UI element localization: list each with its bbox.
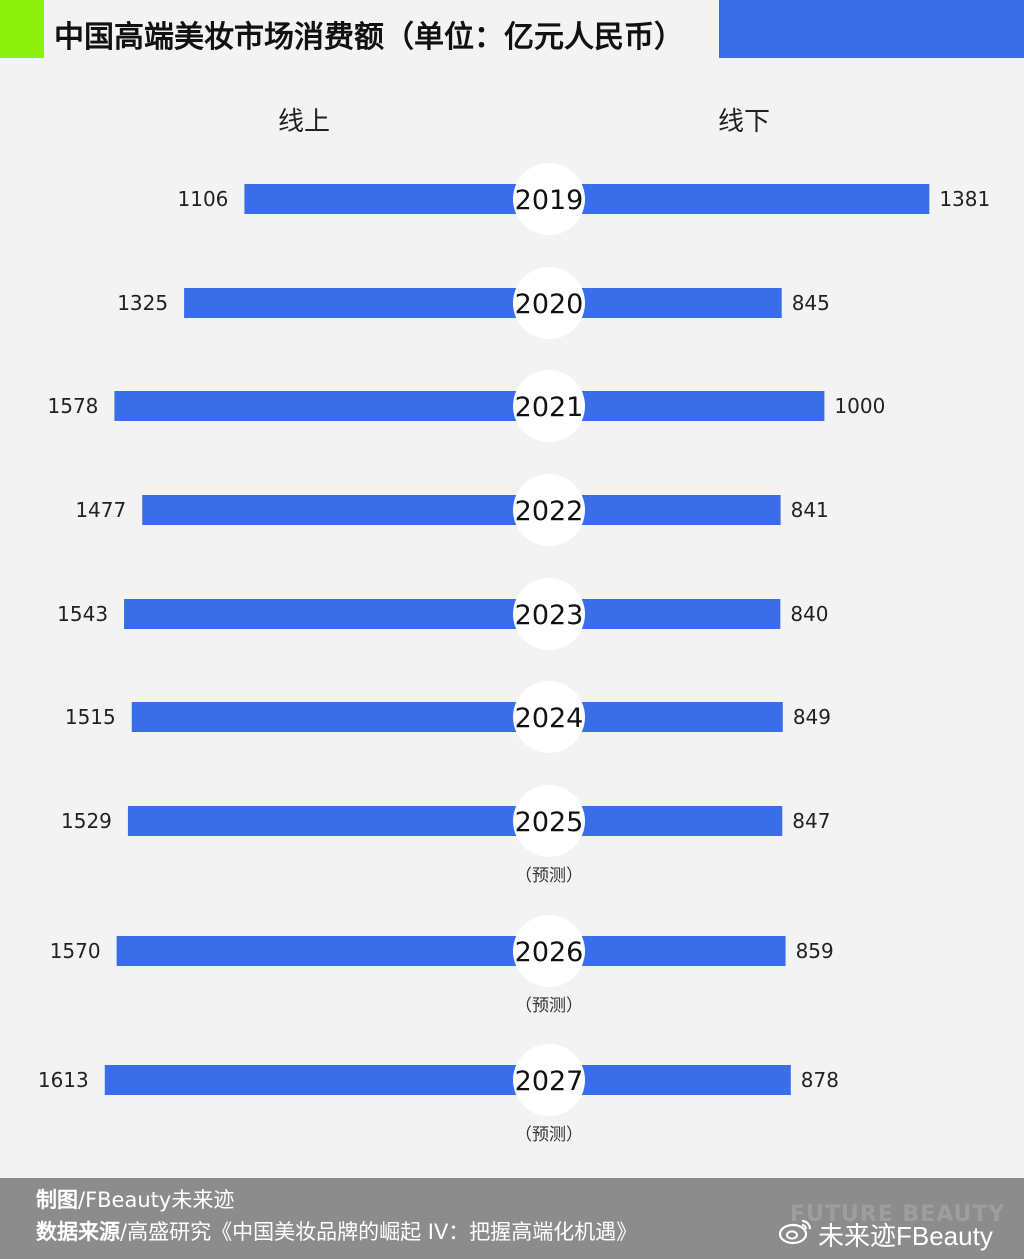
- credit-line: 制图/FBeauty未来迹: [36, 1186, 234, 1214]
- bar-online-2023: [124, 599, 549, 629]
- bar-offline-2023: [549, 599, 781, 629]
- bar-online-2024: [131, 702, 550, 732]
- year-label: 2023: [515, 600, 584, 631]
- year-circle: [513, 1044, 585, 1116]
- forecast-note: （预测）: [515, 996, 583, 1016]
- bar-offline-2022: [549, 495, 781, 525]
- watermark-text: FUTURE BEAUTY: [790, 1202, 1006, 1227]
- value-label-offline: 1000: [834, 394, 885, 418]
- year-label: 2026: [515, 937, 584, 968]
- bar-offline-2021: [549, 391, 825, 421]
- credit-value: /FBeauty未来迹: [78, 1188, 235, 1212]
- year-label: 2019: [515, 185, 584, 216]
- value-label-online: 1106: [178, 187, 229, 211]
- year-label: 2020: [515, 289, 584, 320]
- bar-online-2026: [116, 936, 549, 966]
- left-series-label: 线上: [278, 107, 331, 137]
- year-circle: [513, 915, 585, 987]
- year-label: 2022: [515, 496, 584, 527]
- bar-offline-2027: [549, 1065, 791, 1095]
- bar-online-2020: [184, 288, 549, 318]
- year-circle: [513, 785, 585, 857]
- right-series-label: 线下: [718, 107, 771, 137]
- weibo-watermark: 未来迹FBeauty: [778, 1216, 993, 1253]
- bar-offline-2024: [549, 702, 783, 732]
- title-bar-block: [719, 0, 1024, 58]
- forecast-note: （预测）: [515, 1125, 583, 1145]
- year-circle: [513, 578, 585, 650]
- bar-online-2019: [244, 184, 549, 214]
- footer: 制图/FBeauty未来迹 数据来源/高盛研究《中国美妆品牌的崛起 IV：把握高…: [0, 1178, 1024, 1259]
- bar-online-2022: [142, 495, 550, 525]
- year-circle: [513, 163, 585, 235]
- value-label-online: 1325: [117, 291, 168, 315]
- year-circle: [513, 474, 585, 546]
- value-label-offline: 840: [790, 602, 828, 626]
- source-line: 数据来源/高盛研究《中国美妆品牌的崛起 IV：把握高端化机遇》: [36, 1218, 637, 1246]
- bar-offline-2025: [549, 806, 783, 836]
- year-label: 2025: [515, 807, 584, 838]
- value-label-online: 1543: [57, 602, 108, 626]
- chart-title: 中国高端美妆市场消费额（单位：亿元人民币）: [54, 20, 684, 55]
- value-label-offline: 878: [801, 1068, 839, 1092]
- diverging-bar-chart: 1106 1381 2019 1325 845 2020 1578 1000 2021 1477 8…: [38, 163, 990, 1145]
- bar-offline-2026: [549, 936, 786, 966]
- year-label: 2024: [515, 703, 584, 734]
- source-label: 数据来源: [36, 1220, 120, 1244]
- year-circle: [513, 267, 585, 339]
- value-label-offline: 849: [793, 705, 831, 729]
- value-label-online: 1613: [38, 1068, 89, 1092]
- value-label-online: 1515: [65, 705, 116, 729]
- year-circle: [513, 370, 585, 442]
- value-label-offline: 841: [791, 498, 829, 522]
- year-label: 2027: [515, 1066, 584, 1097]
- weibo-icon: [778, 1217, 814, 1252]
- credit-label: 制图: [36, 1188, 78, 1212]
- value-label-offline: 1381: [939, 187, 990, 211]
- bar-offline-2020: [549, 288, 782, 318]
- header: 中国高端美妆市场消费额（单位：亿元人民币）: [0, 0, 1024, 58]
- bar-online-2025: [127, 806, 550, 836]
- value-label-online: 1570: [50, 939, 101, 963]
- value-label-online: 1578: [48, 394, 99, 418]
- forecast-note: （预测）: [515, 866, 583, 886]
- bar-online-2021: [114, 391, 550, 421]
- value-label-offline: 847: [792, 809, 830, 833]
- year-circle: [513, 681, 585, 753]
- source-value: /高盛研究《中国美妆品牌的崛起 IV：把握高端化机遇》: [120, 1220, 638, 1244]
- bar-online-2027: [104, 1065, 550, 1095]
- value-label-offline: 859: [796, 939, 834, 963]
- weibo-handle: 未来迹FBeauty: [818, 1221, 993, 1251]
- value-label-online: 1529: [61, 809, 112, 833]
- year-label: 2021: [515, 392, 584, 423]
- accent-block: [0, 0, 44, 58]
- value-label-online: 1477: [75, 498, 126, 522]
- bar-offline-2019: [549, 184, 930, 214]
- value-label-offline: 845: [792, 291, 830, 315]
